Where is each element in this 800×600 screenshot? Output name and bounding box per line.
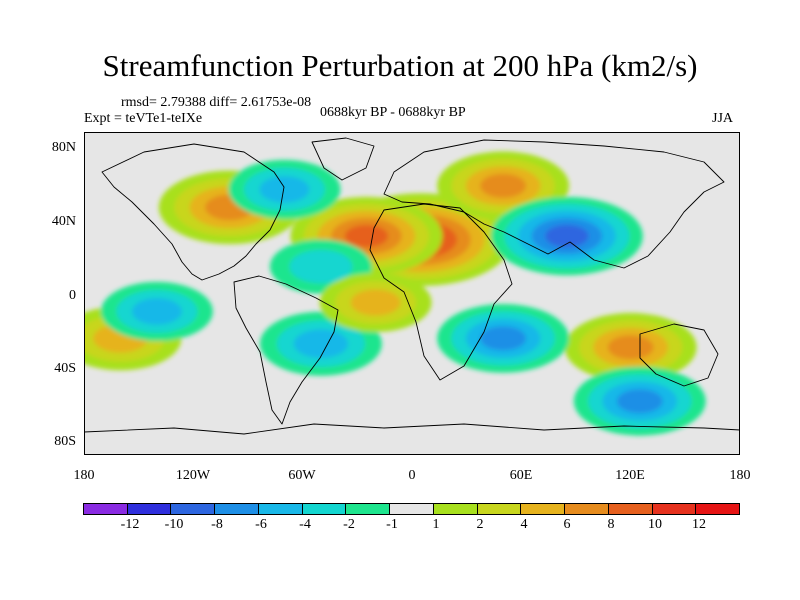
experiment-label: Expt = teVTe1-teIXe (84, 111, 203, 126)
contour-level (259, 176, 310, 203)
contour-level (350, 289, 401, 316)
colorbar-label: -6 (255, 517, 267, 532)
colorbar-label: -2 (343, 517, 355, 532)
contour-cell (319, 272, 432, 333)
colorbar-cell (301, 503, 347, 515)
map-frame (84, 132, 740, 455)
colorbar-cell (83, 503, 128, 515)
contour-level (607, 335, 654, 360)
colorbar-cell (214, 503, 259, 515)
map-plot (84, 132, 740, 455)
colorbar-cell (389, 503, 434, 515)
colorbar-label: 1 (432, 517, 440, 532)
colorbar-label: -12 (120, 517, 140, 532)
colorbar-cell (257, 503, 303, 515)
x-tick-label: 0 (408, 468, 416, 483)
contour-level (344, 224, 389, 248)
contour-level (545, 224, 589, 248)
colorbar-cell (695, 503, 741, 515)
contour-cell (564, 312, 697, 382)
x-tick-label: 60W (288, 468, 316, 483)
x-tick-label: 180 (73, 468, 95, 483)
contour-cell (100, 281, 213, 342)
period-label: 0688kyr BP - 0688kyr BP (320, 105, 466, 120)
colorbar-cell (651, 503, 697, 515)
colorbar-label: -4 (299, 517, 311, 532)
colorbar-cell (432, 503, 478, 515)
colorbar-cell (564, 503, 609, 515)
colorbar-cell (520, 503, 566, 515)
contour-level (480, 326, 527, 351)
contour-level (289, 249, 353, 284)
colorbar-label: 2 (476, 517, 484, 532)
australia-coast (639, 323, 719, 387)
colorbar-label: 10 (648, 517, 662, 532)
x-tick-label: 120E (615, 468, 645, 483)
colorbar-label: 6 (563, 517, 571, 532)
x-tick-label: 180 (729, 468, 751, 483)
antarctica-coast (84, 423, 740, 435)
colorbar-cell (345, 503, 391, 515)
colorbar-label: -1 (386, 517, 398, 532)
africa-coast (369, 203, 513, 381)
contour-level (132, 298, 182, 325)
north-america-coast (101, 143, 285, 281)
contour-level (293, 329, 348, 358)
colorbar-cell (476, 503, 522, 515)
colorbar-cell (170, 503, 216, 515)
contour-cell (228, 159, 341, 220)
contour-cell (490, 196, 643, 276)
contour-cell (573, 366, 706, 436)
contour-cell (437, 303, 570, 373)
colorbar-label: 4 (520, 517, 528, 532)
contour-field (84, 151, 706, 436)
chart-title: Streamfunction Perturbation at 200 hPa (… (102, 48, 698, 83)
x-tick-label: 60E (509, 468, 533, 483)
y-tick-label: 40N (51, 214, 76, 229)
stats-label: rmsd= 2.79388 diff= 2.61753e-08 (121, 95, 312, 110)
y-tick-label: 0 (69, 288, 76, 303)
y-tick-label: 40S (54, 361, 76, 376)
contour-level (616, 389, 663, 414)
colorbar-label: 8 (607, 517, 615, 532)
europe-asia-coast (383, 139, 725, 269)
colorbar-label: -10 (164, 517, 184, 532)
y-tick-label: 80S (54, 434, 76, 449)
season-label: JJA (712, 111, 734, 126)
colorbar-cell (126, 503, 172, 515)
colorbar-label: 12 (692, 517, 706, 532)
colorbar-cell (607, 503, 653, 515)
contour-level (480, 173, 527, 198)
south-america-coast (233, 275, 339, 425)
greenland-coast (311, 137, 375, 181)
y-tick-label: 80N (51, 140, 76, 155)
colorbar (83, 503, 741, 515)
contour-cell (158, 170, 301, 245)
contour-cell (259, 311, 382, 376)
coastlines (84, 137, 740, 435)
x-tick-label: 120W (175, 468, 211, 483)
colorbar-label: -8 (211, 517, 223, 532)
